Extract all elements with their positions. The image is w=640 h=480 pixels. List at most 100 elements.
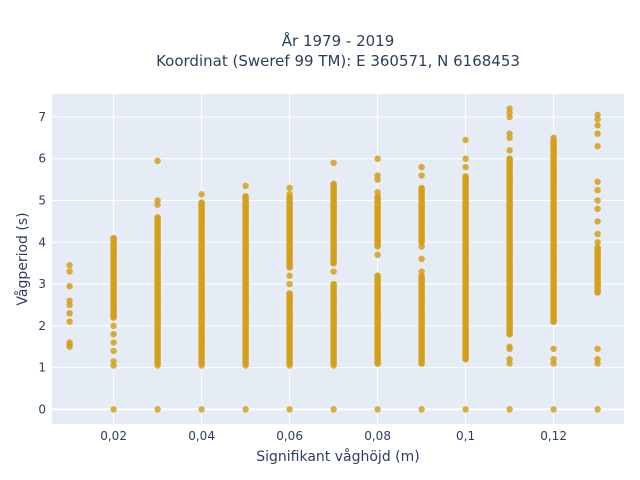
data-point: [462, 314, 469, 321]
data-point: [418, 184, 425, 192]
data-point: [550, 230, 557, 238]
data-point: [242, 289, 249, 296]
data-point: [594, 406, 601, 413]
data-point: [286, 191, 293, 198]
y-tick-label: 5: [38, 194, 46, 208]
data-point: [66, 318, 73, 325]
data-point: [154, 297, 161, 304]
y-axis-ticks: 0 1 2 3 4 5 6 7: [38, 110, 46, 416]
y-tick-label: 2: [38, 319, 46, 333]
data-point: [506, 163, 513, 171]
data-point: [506, 343, 513, 350]
data-point: [418, 197, 425, 204]
data-point: [154, 247, 161, 254]
x-tick-label: 0,08: [364, 429, 391, 443]
data-point: [418, 276, 425, 284]
data-point: [242, 255, 249, 263]
data-point: [286, 214, 293, 221]
data-point: [594, 230, 601, 238]
data-point: [286, 247, 293, 254]
data-point: [374, 360, 381, 367]
x-tick-label: 0,12: [540, 429, 567, 443]
data-point: [594, 239, 601, 246]
data-point: [506, 130, 513, 137]
data-point: [286, 239, 293, 246]
data-point: [550, 168, 557, 175]
data-point: [374, 251, 381, 259]
data-point: [154, 230, 161, 238]
data-point: [550, 180, 557, 188]
data-point: [154, 239, 161, 246]
data-point: [198, 339, 205, 346]
data-point: [418, 218, 425, 225]
data-point: [154, 157, 161, 165]
data-point: [198, 255, 205, 263]
data-point: [154, 330, 161, 338]
data-point: [594, 130, 601, 137]
data-point: [242, 347, 249, 355]
data-point: [286, 406, 293, 413]
data-point: [154, 362, 161, 369]
data-point: [550, 305, 557, 313]
data-point: [330, 280, 337, 288]
data-point: [462, 188, 469, 196]
data-point: [198, 297, 205, 304]
data-point: [198, 247, 205, 254]
data-point: [418, 172, 425, 179]
data-point: [242, 264, 249, 271]
data-point: [198, 330, 205, 338]
data-point: [550, 318, 557, 325]
data-point: [506, 214, 513, 221]
data-point: [242, 222, 249, 229]
data-point: [198, 191, 205, 198]
data-point: [374, 297, 381, 304]
data-point: [242, 339, 249, 346]
data-point: [110, 247, 117, 254]
data-point: [242, 272, 249, 279]
data-point: [330, 159, 337, 167]
data-point: [418, 351, 425, 359]
data-point: [506, 330, 513, 338]
data-point: [550, 134, 557, 142]
data-point: [286, 362, 293, 369]
data-point: [418, 343, 425, 350]
data-point: [594, 264, 601, 271]
data-point: [550, 193, 557, 200]
data-point: [330, 188, 337, 196]
data-point: [154, 280, 161, 288]
data-point: [242, 239, 249, 246]
chart-subtitle: Koordinat (Sweref 99 TM): E 360571, N 61…: [156, 52, 520, 70]
data-point: [286, 343, 293, 350]
data-point: [198, 222, 205, 229]
data-point: [550, 293, 557, 300]
data-point: [198, 280, 205, 288]
data-point: [198, 239, 205, 246]
data-point: [462, 301, 469, 309]
data-point: [506, 276, 513, 284]
data-point: [286, 310, 293, 317]
data-point: [110, 297, 117, 304]
data-point: [550, 218, 557, 225]
data-point: [330, 356, 337, 363]
data-point: [242, 406, 249, 413]
data-point: [462, 163, 469, 171]
data-point: [110, 358, 117, 365]
data-point: [330, 247, 337, 254]
data-point: [506, 314, 513, 321]
data-point: [110, 280, 117, 288]
data-point: [462, 276, 469, 284]
data-point: [330, 330, 337, 338]
data-point: [462, 347, 469, 355]
data-point: [462, 251, 469, 259]
data-point: [198, 264, 205, 271]
data-point: [330, 268, 337, 275]
data-point: [198, 314, 205, 321]
data-point: [594, 255, 601, 263]
data-point: [550, 280, 557, 288]
y-tick-label: 6: [38, 152, 46, 166]
chart-title: År 1979 - 2019: [282, 31, 395, 50]
data-point: [374, 188, 381, 196]
data-point: [110, 234, 117, 242]
y-tick-label: 7: [38, 110, 46, 124]
